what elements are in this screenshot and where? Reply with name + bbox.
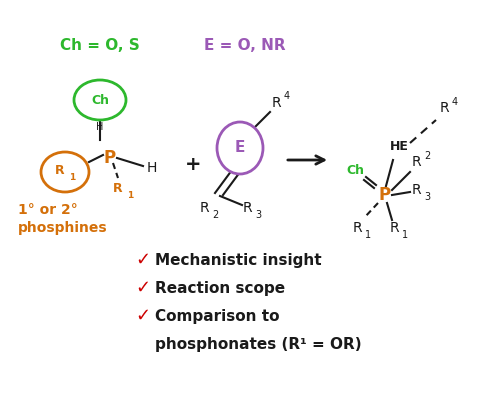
Text: R: R bbox=[113, 182, 123, 195]
Text: 1: 1 bbox=[402, 230, 408, 240]
Text: 1: 1 bbox=[69, 173, 75, 182]
Text: E = O, NR: E = O, NR bbox=[204, 38, 286, 53]
Text: P: P bbox=[104, 149, 116, 167]
Text: 1: 1 bbox=[127, 191, 133, 200]
Text: H: H bbox=[147, 161, 157, 175]
Text: 4: 4 bbox=[284, 91, 290, 101]
Text: Ch = O, S: Ch = O, S bbox=[60, 38, 140, 53]
Text: R: R bbox=[55, 164, 65, 177]
Text: 4: 4 bbox=[452, 97, 458, 107]
Text: P: P bbox=[379, 186, 391, 204]
Text: 2: 2 bbox=[424, 151, 430, 161]
Text: 1: 1 bbox=[365, 230, 371, 240]
Text: E: E bbox=[235, 140, 245, 155]
Text: ✓: ✓ bbox=[135, 279, 150, 297]
Text: R: R bbox=[353, 221, 362, 235]
Text: 3: 3 bbox=[255, 210, 261, 220]
Text: R: R bbox=[243, 201, 252, 215]
Text: HE: HE bbox=[390, 140, 409, 153]
Text: Ch: Ch bbox=[91, 93, 109, 106]
Text: 2: 2 bbox=[212, 210, 218, 220]
Text: R: R bbox=[412, 155, 422, 169]
Text: Ch: Ch bbox=[346, 164, 364, 177]
Ellipse shape bbox=[41, 152, 89, 192]
Text: R: R bbox=[200, 201, 209, 215]
Text: +: + bbox=[185, 155, 201, 175]
Text: Comparison to: Comparison to bbox=[155, 308, 280, 324]
Text: phosphines: phosphines bbox=[18, 221, 108, 235]
Text: ✓: ✓ bbox=[135, 251, 150, 269]
Text: ✓: ✓ bbox=[135, 307, 150, 325]
Text: phosphonates (R¹ = OR): phosphonates (R¹ = OR) bbox=[155, 337, 362, 352]
Ellipse shape bbox=[217, 122, 263, 174]
Text: Mechanistic insight: Mechanistic insight bbox=[155, 253, 322, 268]
Text: R: R bbox=[390, 221, 400, 235]
Text: Reaction scope: Reaction scope bbox=[155, 281, 285, 295]
Ellipse shape bbox=[74, 80, 126, 120]
Text: 3: 3 bbox=[424, 192, 430, 202]
Text: R: R bbox=[440, 101, 450, 115]
Text: R: R bbox=[412, 183, 422, 197]
Text: H: H bbox=[96, 122, 103, 132]
Text: R: R bbox=[272, 96, 281, 110]
Text: 1° or 2°: 1° or 2° bbox=[18, 203, 78, 217]
